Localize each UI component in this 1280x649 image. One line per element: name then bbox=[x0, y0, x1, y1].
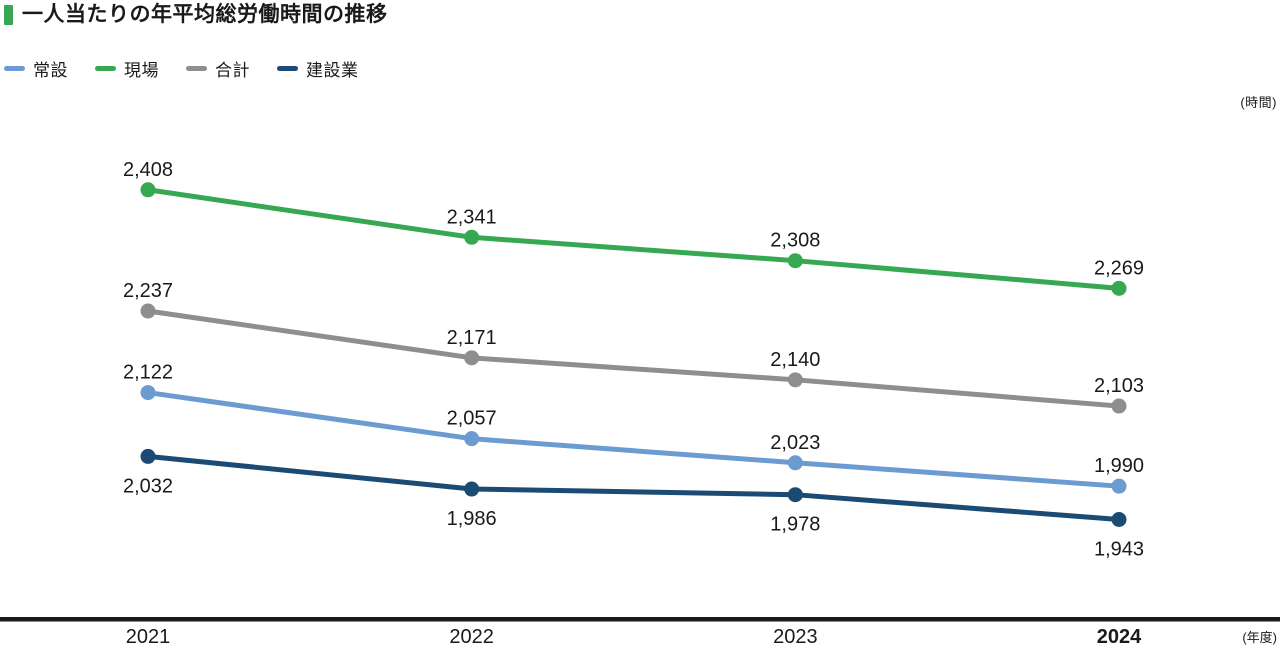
data-label: 2,023 bbox=[770, 432, 820, 454]
series-line bbox=[145, 187, 1122, 291]
data-point bbox=[787, 372, 803, 388]
title-accent-bar bbox=[4, 5, 13, 25]
data-point bbox=[140, 182, 156, 198]
chart-title: 一人当たりの年平均総労働時間の推移 bbox=[22, 3, 388, 26]
data-label: 1,978 bbox=[770, 514, 820, 536]
legend-swatch bbox=[186, 65, 207, 71]
legend-label: 常設 bbox=[33, 60, 68, 80]
data-point bbox=[1111, 478, 1127, 494]
legend-item-genba: 現場 bbox=[95, 56, 159, 81]
legend-label: 現場 bbox=[124, 60, 159, 80]
legend-label: 建設業 bbox=[306, 60, 359, 80]
data-label: 2,103 bbox=[1094, 375, 1144, 397]
x-axis-line bbox=[0, 617, 1280, 622]
data-point bbox=[464, 350, 480, 366]
data-label: 2,408 bbox=[123, 159, 173, 181]
x-tick-label: 2022 bbox=[449, 626, 494, 648]
data-point bbox=[1111, 398, 1127, 414]
data-label: 1,943 bbox=[1094, 539, 1144, 561]
chart-header: 一人当たりの年平均総労働時間の推移 bbox=[4, 3, 388, 27]
x-tick-label: 2024 bbox=[1097, 626, 1142, 648]
data-point bbox=[140, 303, 156, 319]
legend-label: 合計 bbox=[215, 60, 250, 80]
data-label: 2,269 bbox=[1094, 257, 1144, 279]
series-line bbox=[145, 453, 1122, 523]
data-label: 2,057 bbox=[447, 408, 497, 430]
data-point bbox=[787, 487, 803, 503]
data-point bbox=[464, 431, 480, 447]
series-line bbox=[145, 308, 1122, 409]
data-label: 1,990 bbox=[1094, 455, 1144, 477]
data-label: 2,308 bbox=[770, 230, 820, 252]
data-point bbox=[787, 253, 803, 269]
y-axis-unit-label: (時間) bbox=[1240, 95, 1277, 110]
data-label: 2,140 bbox=[770, 349, 820, 371]
data-point bbox=[464, 481, 480, 497]
data-label: 1,986 bbox=[447, 508, 497, 530]
x-tick-label: 2021 bbox=[126, 626, 171, 648]
legend-item-goukei: 合計 bbox=[186, 56, 250, 81]
data-point bbox=[787, 455, 803, 471]
legend-swatch bbox=[277, 65, 298, 71]
x-tick-label: 2023 bbox=[773, 626, 818, 648]
data-point bbox=[464, 229, 480, 245]
data-label: 2,171 bbox=[447, 327, 497, 349]
legend-swatch bbox=[95, 65, 116, 71]
data-point bbox=[1111, 512, 1127, 528]
legend: 常設 現場 合計 建設業 bbox=[4, 56, 359, 81]
legend-item-kensetsugyou: 建設業 bbox=[277, 56, 359, 81]
legend-swatch bbox=[4, 65, 25, 71]
data-label: 2,032 bbox=[123, 475, 173, 497]
data-point bbox=[140, 385, 156, 401]
x-axis-unit-label: (年度) bbox=[1242, 630, 1277, 645]
data-label: 2,237 bbox=[123, 280, 173, 302]
data-point bbox=[1111, 280, 1127, 296]
data-label: 2,122 bbox=[123, 362, 173, 384]
legend-item-jousetsu: 常設 bbox=[4, 56, 68, 81]
series-line bbox=[145, 390, 1122, 489]
data-label: 2,341 bbox=[447, 206, 497, 228]
data-point bbox=[140, 448, 156, 464]
